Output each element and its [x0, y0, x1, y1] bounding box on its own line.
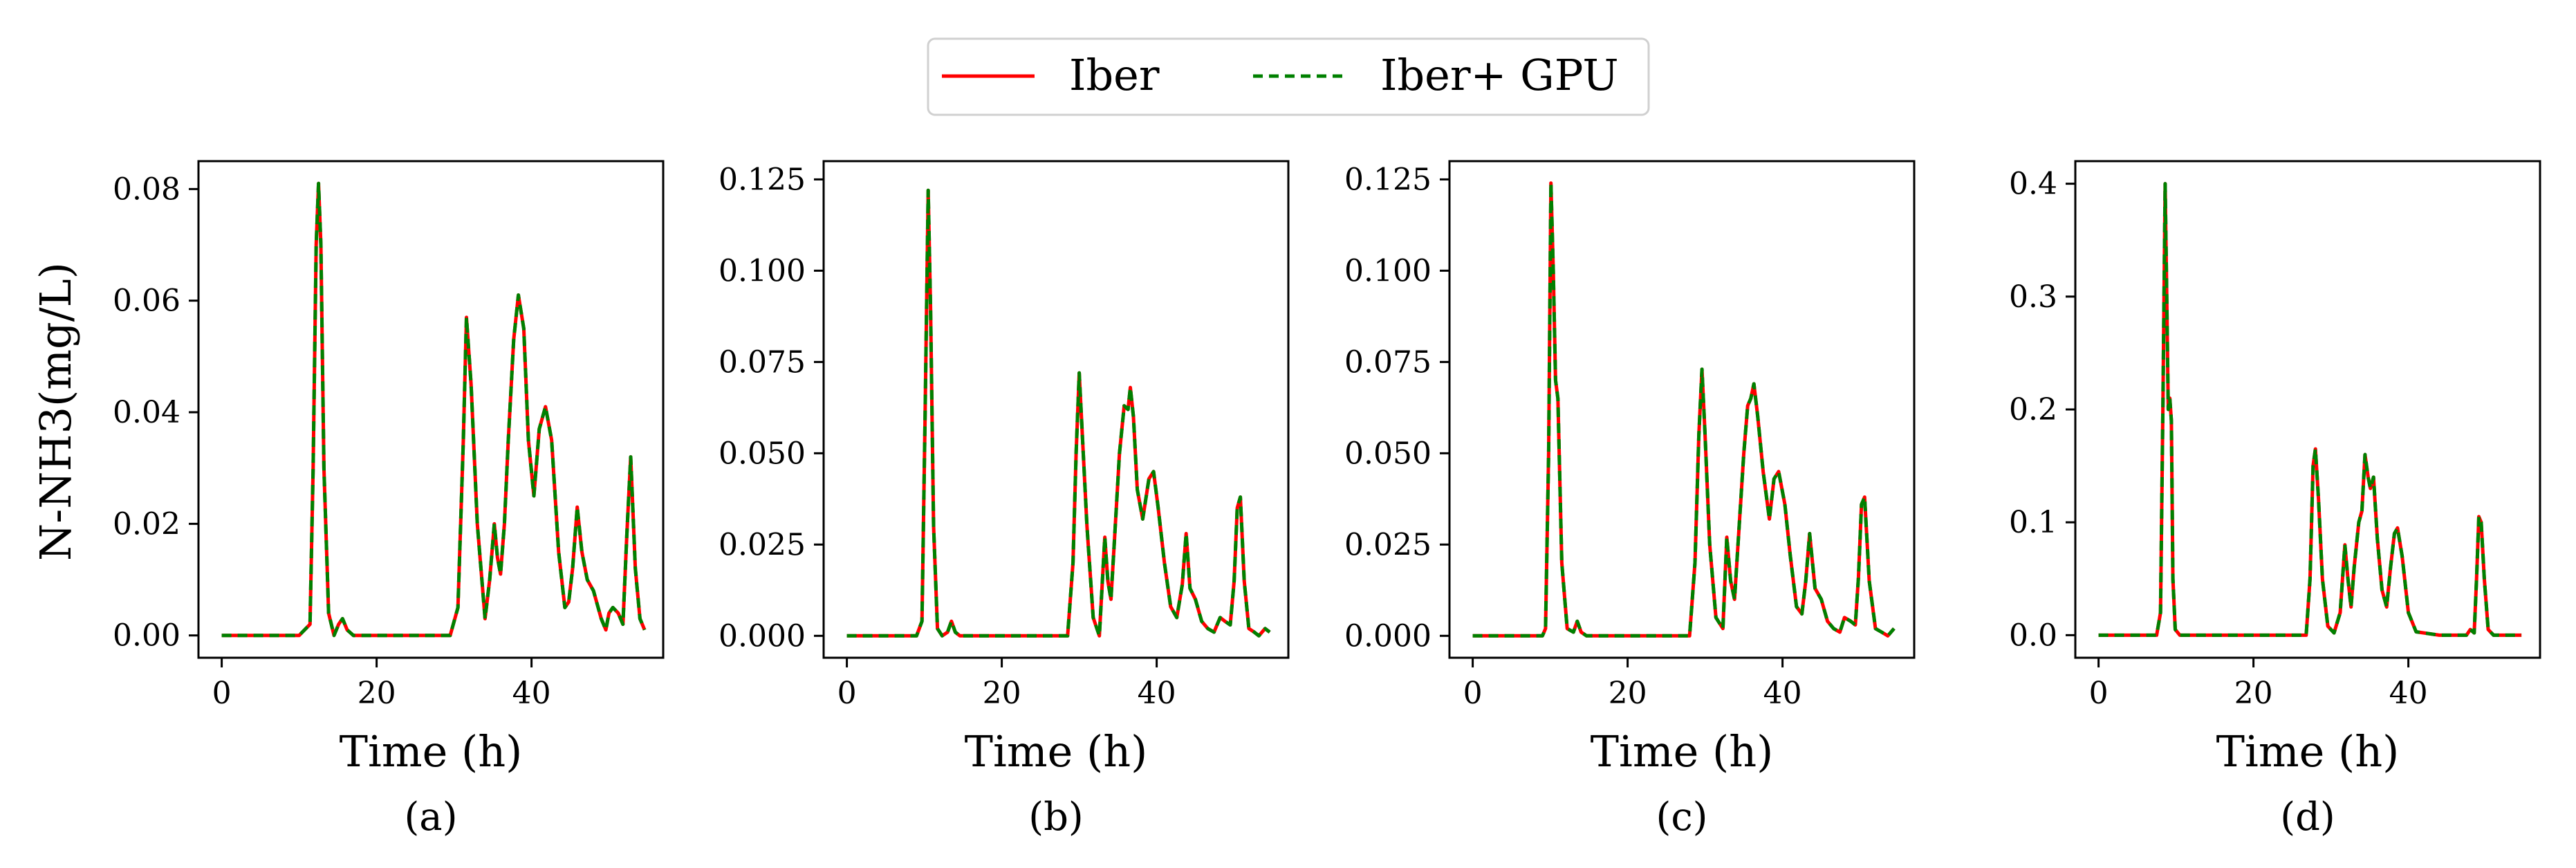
y-tick-label-b: 0.000: [719, 618, 806, 654]
y-tick-label-d: 0.1: [2009, 505, 2057, 540]
series-line-iber-b: [846, 188, 1271, 638]
panel-a: 0 20 40 0.00 0.02 0.04 0.06 0.08 Time (h) (a): [113, 160, 665, 840]
x-axis-label-b: Time (h): [965, 726, 1148, 777]
y-tick-label-c: 0.125: [1344, 162, 1431, 197]
series-c: [1472, 181, 1896, 638]
legend-label-iber: Iber: [1069, 50, 1160, 100]
y-ticks-b: 0.000 0.025 0.050 0.075 0.100 0.125: [719, 162, 824, 654]
legend-label-iber-gpu: Iber+ GPU: [1380, 50, 1619, 100]
series-line-iber-gpu-a: [221, 181, 647, 638]
y-tick-label-d: 0.3: [2009, 279, 2057, 315]
y-tick-label-b: 0.025: [719, 527, 806, 562]
x-tick-label-b: 20: [983, 676, 1021, 711]
y-tick-label-c: 0.075: [1344, 344, 1431, 380]
series-line-iber-gpu-b: [846, 188, 1271, 638]
y-tick-label-b: 0.125: [719, 162, 806, 197]
panel-b: 0 20 40 0.000 0.025 0.050 0.075 0.100 0.125 Tim…: [719, 160, 1290, 840]
series-d: [2098, 182, 2522, 637]
x-tick-label-d: 20: [2234, 676, 2273, 711]
x-axis-label-c: Time (h): [1591, 726, 1774, 777]
x-tick-label-d: 40: [2389, 676, 2428, 711]
series-a: [221, 181, 647, 638]
x-tick-label-c: 40: [1763, 676, 1802, 711]
panel-c: 0 20 40 0.000 0.025 0.050 0.075 0.100 0.125 Tim…: [1344, 160, 1916, 840]
y-tick-label-c: 0.050: [1344, 436, 1431, 471]
plot-area-a: 0 20 40 0.00 0.02 0.04 0.06 0.08: [113, 160, 665, 711]
y-tick-label-c: 0.025: [1344, 527, 1431, 562]
series-b: [846, 188, 1271, 638]
y-axis-label: N-NH3(mg/L): [30, 262, 81, 561]
x-ticks-d: 0 20 40: [2089, 658, 2428, 711]
series-line-iber-a: [221, 181, 647, 638]
legend: Iber Iber+ GPU: [927, 37, 1650, 116]
plot-area-d: 0 20 40 0.0 0.1 0.2 0.3 0.4: [2009, 160, 2541, 711]
y-ticks-d: 0.0 0.1 0.2 0.3 0.4: [2009, 167, 2075, 653]
panel-d: 0 20 40 0.0 0.1 0.2 0.3 0.4 Time (h) (d): [2009, 160, 2541, 840]
series-line-iber-gpu-c: [1472, 181, 1896, 638]
y-ticks-c: 0.000 0.025 0.050 0.075 0.100 0.125: [1344, 162, 1449, 654]
x-tick-label-a: 20: [358, 676, 396, 711]
y-tick-label-d: 0.2: [2009, 392, 2057, 427]
y-ticks-a: 0.00 0.02 0.04 0.06 0.08: [113, 172, 198, 654]
y-tick-label-a: 0.00: [113, 618, 180, 654]
y-tick-label-b: 0.075: [719, 344, 806, 380]
axes-frame-a: [197, 160, 665, 659]
series-line-iber-c: [1472, 181, 1896, 638]
y-tick-label-d: 0.0: [2009, 618, 2057, 653]
panel-label-a: (a): [404, 795, 457, 840]
series-line-iber-gpu-d: [2098, 182, 2522, 637]
x-axis-label-d: Time (h): [2216, 726, 2400, 777]
y-tick-label-a: 0.04: [113, 395, 180, 430]
y-tick-label-b: 0.050: [719, 436, 806, 471]
x-tick-label-b: 0: [837, 676, 857, 711]
y-tick-label-c: 0.000: [1344, 618, 1431, 654]
y-tick-label-a: 0.08: [113, 172, 180, 207]
x-axis-label-a: Time (h): [340, 726, 523, 777]
x-tick-label-a: 0: [212, 676, 232, 711]
x-ticks-c: 0 20 40: [1463, 658, 1802, 711]
plot-area-c: 0 20 40 0.000 0.025 0.050 0.075 0.100 0.125: [1344, 160, 1916, 711]
y-tick-label-b: 0.100: [719, 253, 806, 288]
x-tick-label-b: 40: [1138, 676, 1176, 711]
x-ticks-a: 0 20 40: [212, 658, 551, 711]
x-tick-label-c: 0: [1463, 676, 1483, 711]
panel-label-d: (d): [2280, 795, 2335, 840]
panel-label-c: (c): [1656, 795, 1707, 840]
x-tick-label-d: 0: [2089, 676, 2109, 711]
y-tick-label-c: 0.100: [1344, 253, 1431, 288]
y-tick-label-a: 0.02: [113, 506, 180, 542]
axes-frame-d: [2074, 160, 2541, 659]
x-tick-label-a: 40: [512, 676, 551, 711]
plot-area-b: 0 20 40 0.000 0.025 0.050 0.075 0.100 0.125: [719, 160, 1290, 711]
y-tick-label-d: 0.4: [2009, 167, 2057, 202]
panel-label-b: (b): [1028, 795, 1084, 840]
x-ticks-b: 0 20 40: [837, 658, 1176, 711]
axes-frame-b: [822, 160, 1290, 659]
axes-frame-c: [1448, 160, 1916, 659]
y-tick-label-a: 0.06: [113, 284, 180, 319]
x-tick-label-c: 20: [1609, 676, 1647, 711]
